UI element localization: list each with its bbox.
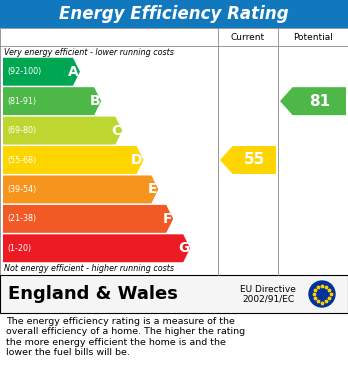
Text: 81: 81 bbox=[309, 93, 330, 109]
Text: 55: 55 bbox=[244, 152, 265, 167]
Text: (21-38): (21-38) bbox=[7, 214, 36, 223]
Polygon shape bbox=[3, 146, 144, 174]
Text: A: A bbox=[68, 65, 79, 79]
Text: (55-68): (55-68) bbox=[7, 156, 36, 165]
Text: (39-54): (39-54) bbox=[7, 185, 36, 194]
Text: (92-100): (92-100) bbox=[7, 67, 41, 76]
Bar bbox=[0, 0, 348, 28]
Text: The energy efficiency rating is a measure of the
overall efficiency of a home. T: The energy efficiency rating is a measur… bbox=[6, 317, 245, 357]
Polygon shape bbox=[3, 87, 101, 115]
Polygon shape bbox=[3, 234, 190, 262]
Text: C: C bbox=[111, 124, 121, 138]
Text: Potential: Potential bbox=[293, 32, 333, 41]
Text: G: G bbox=[178, 241, 189, 255]
Text: (1-20): (1-20) bbox=[7, 244, 31, 253]
Polygon shape bbox=[3, 205, 173, 233]
Polygon shape bbox=[3, 117, 122, 145]
Text: EU Directive: EU Directive bbox=[240, 285, 296, 294]
Text: (69-80): (69-80) bbox=[7, 126, 36, 135]
Text: Energy Efficiency Rating: Energy Efficiency Rating bbox=[59, 5, 289, 23]
Bar bbox=[0, 28, 348, 275]
Text: F: F bbox=[163, 212, 172, 226]
Polygon shape bbox=[280, 87, 346, 115]
Text: Very energy efficient - lower running costs: Very energy efficient - lower running co… bbox=[4, 48, 174, 57]
Text: England & Wales: England & Wales bbox=[8, 285, 178, 303]
Circle shape bbox=[309, 281, 335, 307]
Text: E: E bbox=[148, 183, 157, 196]
Polygon shape bbox=[3, 58, 80, 86]
Polygon shape bbox=[3, 176, 158, 203]
Text: Current: Current bbox=[231, 32, 265, 41]
Text: 2002/91/EC: 2002/91/EC bbox=[242, 294, 294, 303]
Text: (81-91): (81-91) bbox=[7, 97, 36, 106]
Bar bbox=[0, 275, 348, 313]
Text: D: D bbox=[131, 153, 143, 167]
Text: Not energy efficient - higher running costs: Not energy efficient - higher running co… bbox=[4, 264, 174, 273]
Polygon shape bbox=[220, 146, 276, 174]
Text: B: B bbox=[89, 94, 100, 108]
